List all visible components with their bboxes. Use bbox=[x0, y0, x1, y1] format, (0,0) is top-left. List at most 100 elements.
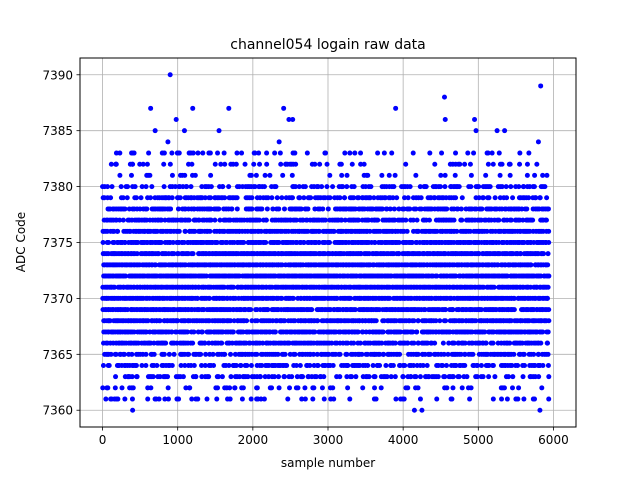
data-point bbox=[546, 273, 552, 279]
data-point bbox=[279, 262, 285, 268]
data-point bbox=[294, 217, 300, 223]
data-point bbox=[233, 161, 239, 167]
data-point bbox=[356, 217, 362, 223]
data-point bbox=[432, 161, 438, 167]
data-point bbox=[298, 206, 304, 212]
data-point bbox=[228, 374, 234, 380]
data-point bbox=[227, 385, 233, 391]
data-point bbox=[170, 240, 176, 245]
data-point bbox=[387, 295, 393, 301]
data-point bbox=[259, 206, 265, 212]
data-point bbox=[545, 363, 551, 368]
data-point bbox=[462, 351, 468, 357]
data-point bbox=[539, 385, 545, 391]
data-point bbox=[479, 206, 485, 212]
data-point bbox=[222, 195, 228, 201]
data-point bbox=[203, 273, 209, 279]
data-point bbox=[545, 251, 551, 257]
data-point bbox=[410, 150, 416, 156]
data-point bbox=[347, 150, 353, 156]
data-point bbox=[281, 105, 287, 111]
data-point bbox=[545, 329, 551, 335]
data-point bbox=[464, 374, 470, 380]
data-point bbox=[321, 374, 327, 380]
data-point bbox=[401, 396, 407, 402]
data-point bbox=[107, 318, 113, 324]
data-point bbox=[143, 363, 149, 368]
data-point bbox=[435, 374, 441, 380]
data-point bbox=[393, 396, 399, 402]
data-point bbox=[484, 228, 490, 234]
data-point bbox=[172, 184, 178, 190]
data-point bbox=[265, 195, 271, 201]
data-point bbox=[546, 374, 552, 380]
data-point bbox=[365, 172, 371, 178]
data-point bbox=[535, 139, 541, 145]
data-point bbox=[100, 385, 106, 391]
data-point bbox=[538, 340, 544, 346]
data-point bbox=[130, 161, 136, 167]
data-point bbox=[231, 284, 237, 290]
data-point bbox=[383, 363, 389, 368]
data-point bbox=[457, 161, 463, 167]
data-point bbox=[226, 363, 232, 368]
data-point bbox=[407, 184, 413, 190]
data-point bbox=[504, 396, 510, 402]
data-point bbox=[119, 385, 125, 391]
data-point bbox=[358, 161, 364, 167]
data-point bbox=[249, 206, 255, 212]
data-point bbox=[442, 117, 448, 122]
data-point bbox=[149, 184, 155, 190]
data-point bbox=[254, 351, 260, 357]
data-point bbox=[391, 184, 397, 190]
x-tick-label: 2000 bbox=[238, 433, 269, 447]
data-point bbox=[490, 340, 496, 346]
data-point bbox=[522, 363, 528, 368]
data-point bbox=[508, 217, 514, 223]
data-point bbox=[263, 217, 269, 223]
y-tick-label: 7385 bbox=[42, 124, 73, 138]
data-point bbox=[326, 351, 332, 357]
data-point bbox=[262, 172, 268, 178]
y-tick-label: 7375 bbox=[42, 236, 73, 250]
data-point bbox=[340, 184, 346, 190]
data-point bbox=[186, 351, 192, 357]
data-point bbox=[486, 374, 492, 380]
data-point bbox=[139, 184, 145, 190]
data-point bbox=[292, 351, 298, 357]
data-point bbox=[442, 172, 448, 178]
data-point bbox=[508, 184, 514, 190]
data-point bbox=[392, 340, 398, 346]
data-point bbox=[371, 195, 377, 201]
data-point bbox=[211, 363, 217, 368]
data-point bbox=[248, 363, 254, 368]
data-point bbox=[370, 363, 376, 368]
data-point bbox=[327, 172, 333, 178]
data-point bbox=[437, 318, 443, 324]
data-point bbox=[222, 351, 228, 357]
data-point bbox=[120, 217, 126, 223]
data-point bbox=[182, 363, 188, 368]
data-point bbox=[422, 307, 428, 313]
data-point bbox=[168, 206, 174, 212]
data-point bbox=[134, 374, 140, 380]
data-point bbox=[478, 363, 484, 368]
data-point bbox=[139, 363, 145, 368]
data-point bbox=[276, 374, 282, 380]
data-point bbox=[191, 363, 197, 368]
data-point bbox=[433, 318, 439, 324]
data-point bbox=[234, 206, 240, 212]
data-point bbox=[420, 363, 426, 368]
data-point bbox=[462, 161, 468, 167]
data-point bbox=[462, 363, 468, 368]
data-point bbox=[227, 396, 233, 402]
data-point bbox=[177, 195, 183, 201]
data-point bbox=[232, 351, 238, 357]
data-point bbox=[502, 128, 508, 134]
data-point bbox=[144, 206, 150, 212]
data-point bbox=[122, 396, 128, 402]
data-point bbox=[163, 340, 169, 346]
data-point bbox=[405, 340, 411, 346]
data-point bbox=[216, 206, 222, 212]
